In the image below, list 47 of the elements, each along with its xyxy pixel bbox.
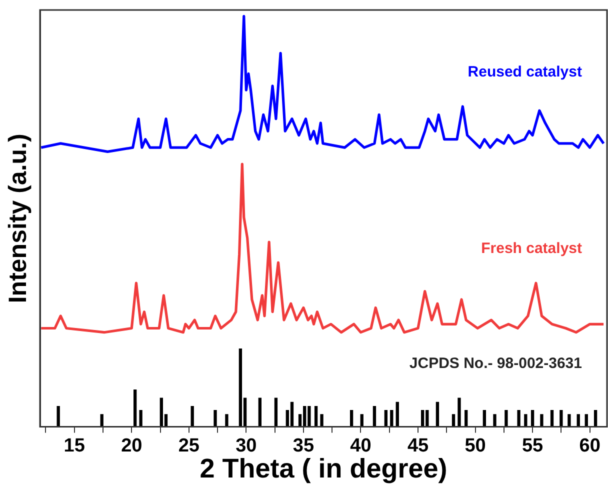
bar <box>360 414 364 427</box>
bar <box>560 410 563 427</box>
x-tick-label: 25 <box>178 435 200 456</box>
x-tick-label: 15 <box>64 435 86 456</box>
x-tick-label: 55 <box>522 435 544 456</box>
bar <box>190 406 194 427</box>
bar <box>517 410 520 427</box>
bar <box>214 410 217 427</box>
bar <box>458 398 461 427</box>
bar <box>290 402 294 427</box>
bar <box>350 410 354 427</box>
bar <box>524 414 528 427</box>
bar <box>238 348 242 427</box>
bar <box>504 410 508 427</box>
text: JCPDS No.- 98-002-3631 <box>409 355 582 372</box>
text: Fresh catalyst <box>481 240 582 258</box>
bar <box>139 410 142 427</box>
bar <box>100 414 104 427</box>
x-tick-label: 20 <box>121 435 142 456</box>
bar <box>421 410 424 427</box>
bar <box>258 398 262 427</box>
bar <box>274 398 278 427</box>
bar <box>493 414 496 427</box>
bar <box>594 410 598 427</box>
bar <box>464 410 468 427</box>
bar <box>568 414 571 427</box>
bar <box>372 406 376 427</box>
bar <box>390 410 394 427</box>
y-axis-title: Intensity (a.u.) <box>4 134 32 304</box>
bar <box>452 414 456 427</box>
bar <box>576 414 580 427</box>
bar <box>314 406 318 427</box>
bar <box>436 402 440 427</box>
bar <box>482 410 486 427</box>
bar <box>384 410 388 427</box>
series-label: Reused catalyst <box>468 64 582 80</box>
x-tick-label: 50 <box>464 435 486 456</box>
bar <box>540 414 544 427</box>
x-tick-label: 60 <box>579 435 600 456</box>
bar <box>133 390 137 427</box>
bar <box>550 410 554 427</box>
bar <box>530 410 534 427</box>
bar <box>584 414 588 427</box>
bar <box>396 402 399 427</box>
bar <box>320 414 324 427</box>
bar <box>225 414 228 427</box>
bar <box>56 406 60 427</box>
